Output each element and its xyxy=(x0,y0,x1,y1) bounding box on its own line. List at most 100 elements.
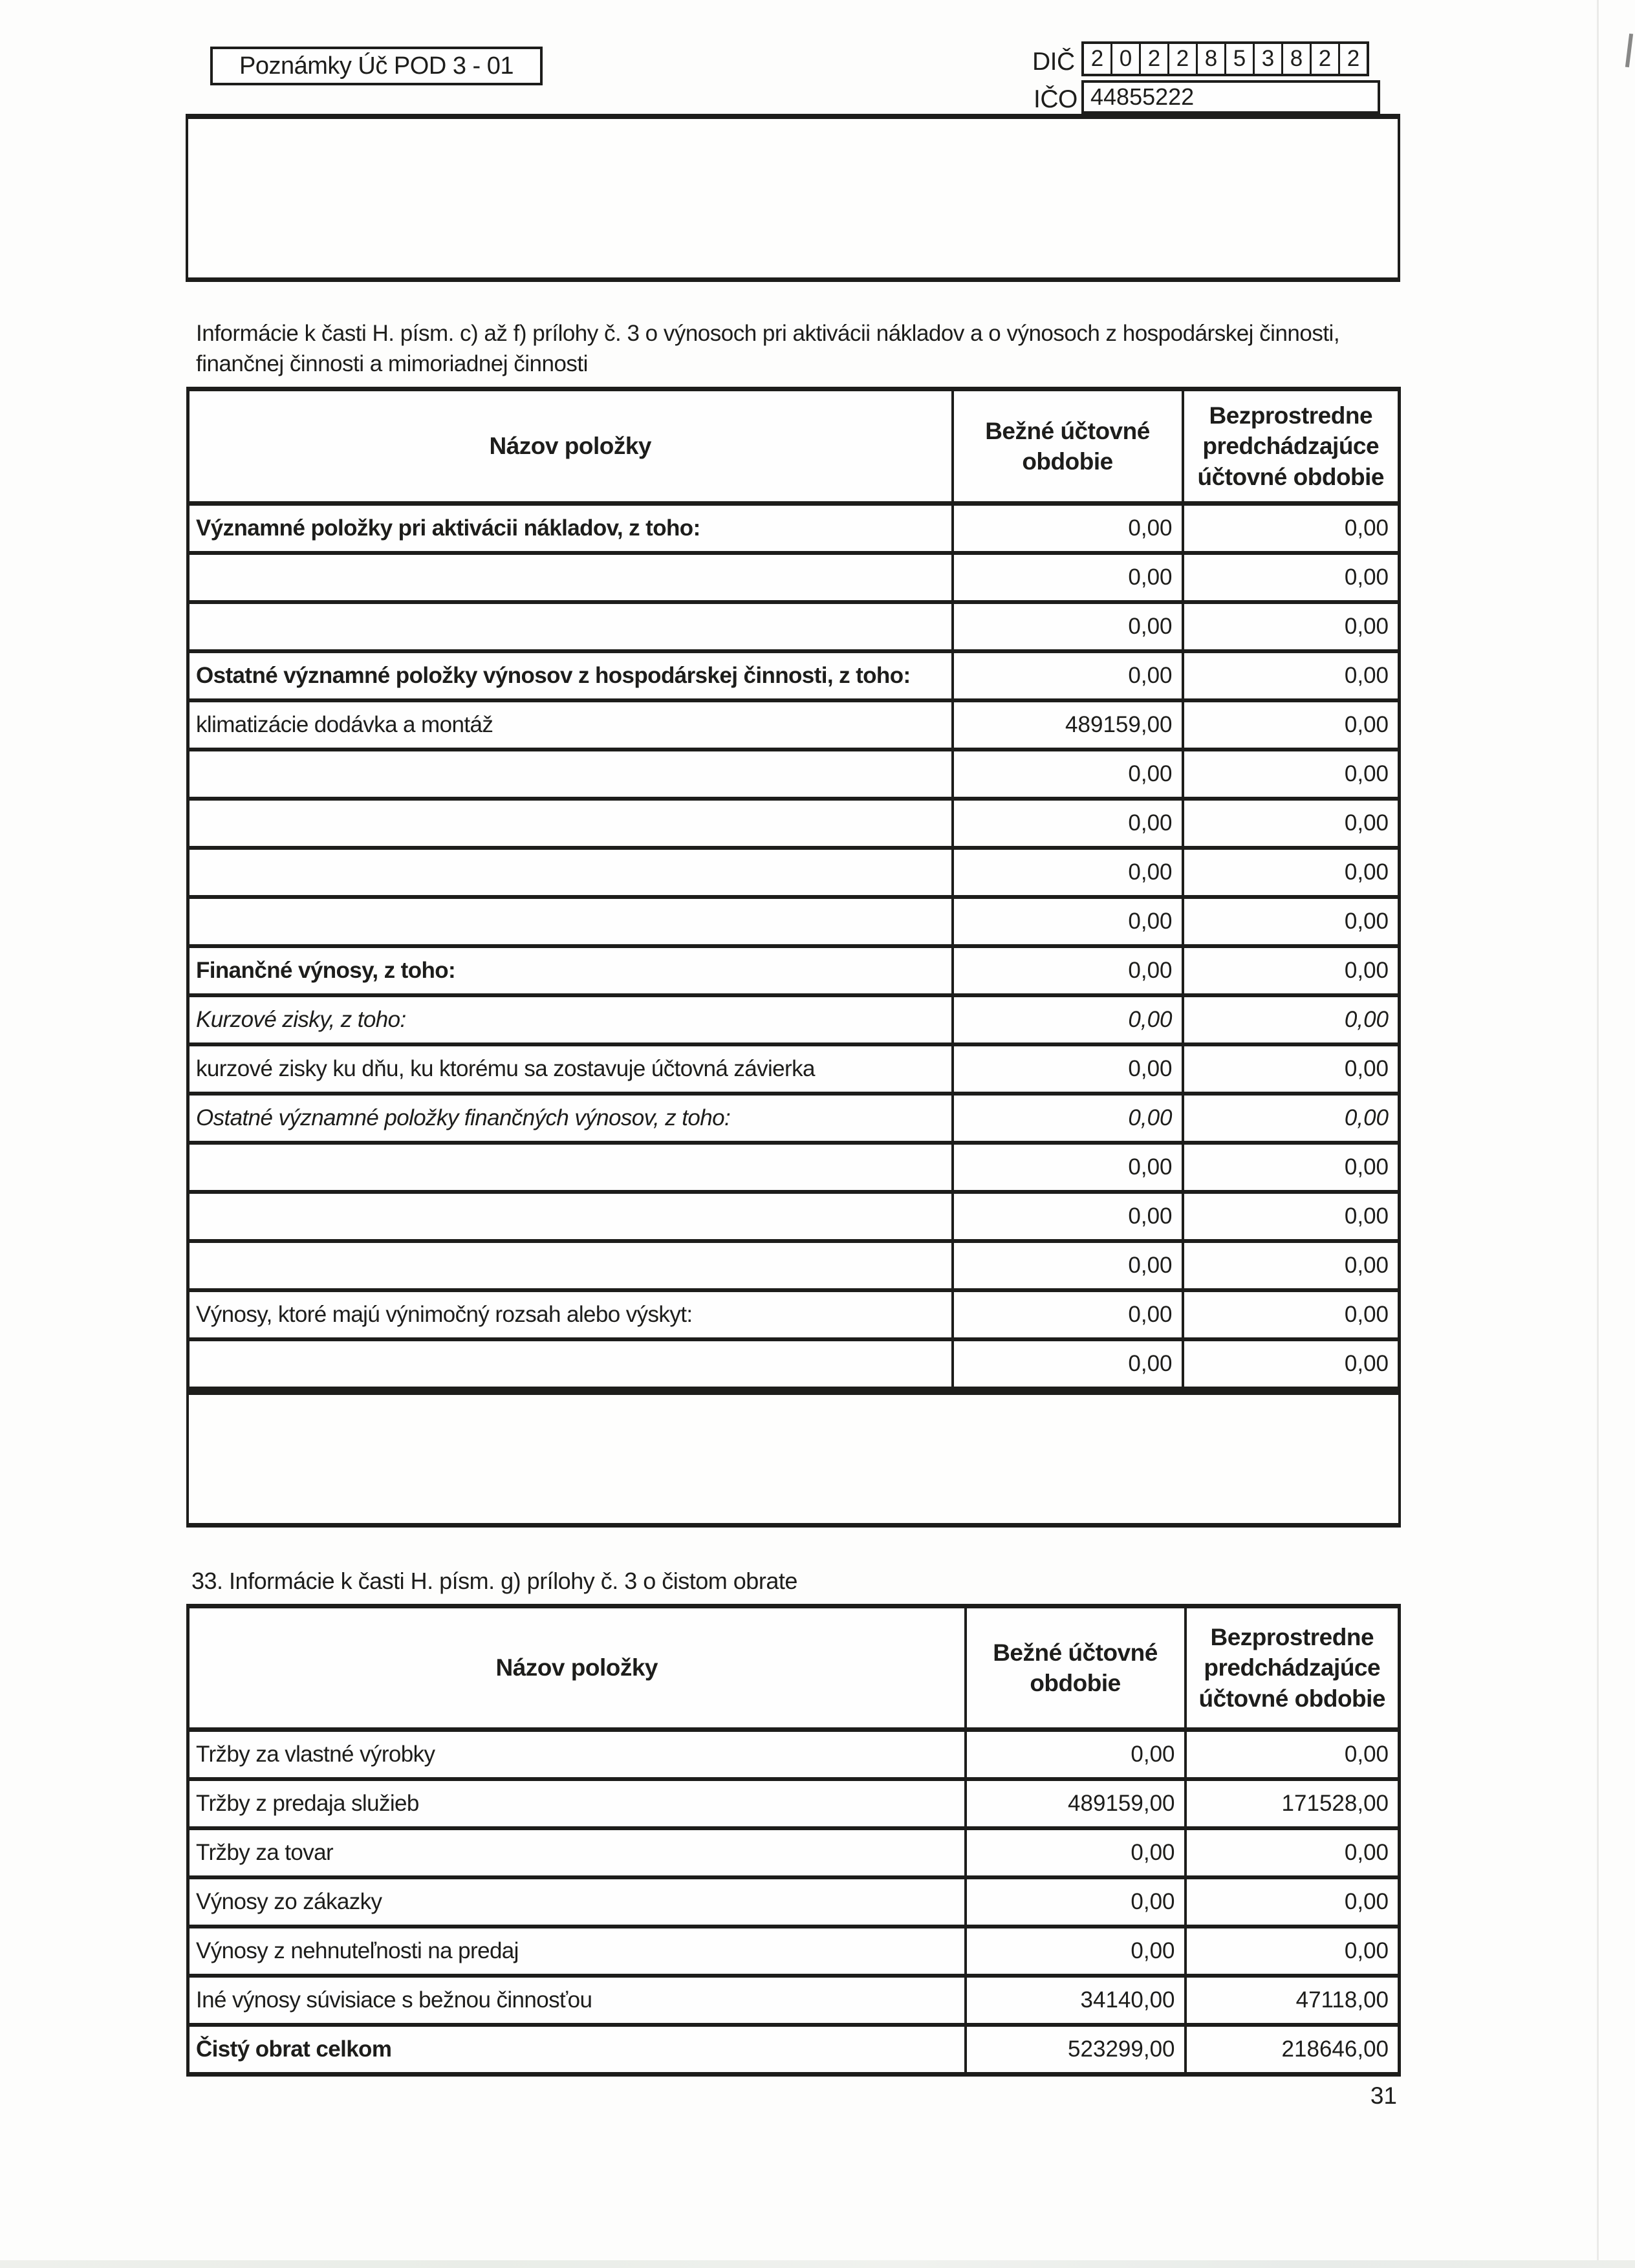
row-previous-period-value: 0,00 xyxy=(1181,1092,1401,1145)
dic-digit-cell: 2 xyxy=(1167,44,1196,74)
table-row: Výnosy z nehnuteľnosti na predaj 0,00 0,00 xyxy=(186,1925,1401,1978)
row-previous-period-value: 0,00 xyxy=(1181,649,1401,702)
row-current-period-value: 489159,00 xyxy=(951,698,1184,751)
column-header-previous-period: Bezprostredne predchádzajúce účtovné obd… xyxy=(1184,1604,1401,1732)
table-row: Tržby za vlastné výrobky 0,00 0,00 xyxy=(186,1727,1401,1781)
row-current-period-value: 0,00 xyxy=(951,944,1184,997)
row-previous-period-value: 0,00 xyxy=(1181,600,1401,653)
row-label xyxy=(186,1141,954,1194)
scan-corner-artifact xyxy=(1625,33,1634,68)
row-current-period-value: 0,00 xyxy=(951,1337,1184,1390)
row-current-period-value: 0,00 xyxy=(951,551,1184,604)
form-title: Poznámky Úč POD 3 - 01 xyxy=(239,52,514,80)
dic-digit-cell: 3 xyxy=(1253,44,1281,74)
row-label xyxy=(186,600,954,653)
dic-digit-cell: 8 xyxy=(1281,44,1310,74)
row-previous-period-value: 0,00 xyxy=(1181,748,1401,801)
row-previous-period-value: 0,00 xyxy=(1181,698,1401,751)
row-current-period-value: 0,00 xyxy=(951,895,1184,948)
scan-edge-artifact xyxy=(1597,0,1599,2268)
row-label: Ostatné významné položky výnosov z hospo… xyxy=(186,649,954,702)
ico-value: 44855222 xyxy=(1090,83,1195,110)
row-current-period-value: 0,00 xyxy=(964,1925,1187,1978)
dic-digit-cell: 2 xyxy=(1139,44,1167,74)
row-current-period-value: 0,00 xyxy=(951,748,1184,801)
row-current-period-value: 523299,00 xyxy=(964,2023,1187,2077)
dic-digit-cell: 8 xyxy=(1196,44,1224,74)
ico-field: 44855222 xyxy=(1081,80,1380,114)
row-current-period-value: 0,00 xyxy=(951,1092,1184,1145)
row-current-period-value: 0,00 xyxy=(951,600,1184,653)
row-previous-period-value: 0,00 xyxy=(1181,501,1401,555)
row-previous-period-value: 0,00 xyxy=(1181,846,1401,899)
table-header-row: Názov položky Bežné účtovné obdobie Bezp… xyxy=(186,1604,1401,1732)
row-label: Finančné výnosy, z toho: xyxy=(186,944,954,997)
row-label: Ostatné významné položky finančných výno… xyxy=(186,1092,954,1145)
row-current-period-value: 0,00 xyxy=(951,1042,1184,1096)
dic-digit-cell: 5 xyxy=(1224,44,1253,74)
row-current-period-value: 0,00 xyxy=(951,993,1184,1046)
row-previous-period-value: 0,00 xyxy=(1181,1288,1401,1341)
table-row: kurzové zisky ku dňu, ku ktorému sa zost… xyxy=(186,1042,1401,1096)
page-number: 31 xyxy=(1370,2082,1397,2109)
section-revenues-intro: Informácie k časti H. písm. c) až f) prí… xyxy=(196,321,1340,376)
column-header-previous-period: Bezprostredne predchádzajúce účtovné obd… xyxy=(1181,387,1401,506)
row-label xyxy=(186,846,954,899)
row-label: Výnosy, ktoré majú výnimočný rozsah aleb… xyxy=(186,1288,954,1341)
row-previous-period-value: 0,00 xyxy=(1184,1826,1401,1879)
dic-digit-cell: 0 xyxy=(1110,44,1139,74)
row-current-period-value: 34140,00 xyxy=(964,1974,1187,2027)
row-current-period-value: 0,00 xyxy=(951,846,1184,899)
row-previous-period-value: 0,00 xyxy=(1181,1042,1401,1096)
row-current-period-value: 0,00 xyxy=(951,1141,1184,1194)
row-previous-period-value: 0,00 xyxy=(1181,1141,1401,1194)
table-row: Výnosy, ktoré majú výnimočný rozsah aleb… xyxy=(186,1288,1401,1341)
empty-notes-box-top xyxy=(186,114,1400,282)
column-header-current-period: Bežné účtovné obdobie xyxy=(964,1604,1187,1732)
dic-label: DIČ xyxy=(1032,48,1075,76)
row-previous-period-value: 0,00 xyxy=(1184,1925,1401,1978)
table-row: klimatizácie dodávka a montáž 489159,00 0,… xyxy=(186,698,1401,751)
row-previous-period-value: 0,00 xyxy=(1181,1190,1401,1243)
empty-notes-box-middle xyxy=(186,1390,1401,1528)
table-header-row: Názov položky Bežné účtovné obdobie Bezp… xyxy=(186,387,1401,506)
column-header-current-period: Bežné účtovné obdobie xyxy=(951,387,1184,506)
row-previous-period-value: 47118,00 xyxy=(1184,1974,1401,2027)
table-row: Čistý obrat celkom 523299,00 218646,00 xyxy=(186,2023,1401,2077)
row-current-period-value: 0,00 xyxy=(951,1239,1184,1292)
row-label: Významné položky pri aktivácii nákladov,… xyxy=(186,501,954,555)
row-label: Výnosy z nehnuteľnosti na predaj xyxy=(186,1925,967,1978)
row-previous-period-value: 0,00 xyxy=(1181,1337,1401,1390)
column-header-name: Názov položky xyxy=(186,1604,967,1732)
row-previous-period-value: 0,00 xyxy=(1184,1727,1401,1781)
scan-bottom-strip-artifact xyxy=(0,2260,1635,2268)
row-previous-period-value: 218646,00 xyxy=(1184,2023,1401,2077)
row-previous-period-value: 0,00 xyxy=(1181,1239,1401,1292)
net-turnover-table: Názov položky Bežné účtovné obdobie Bezp… xyxy=(186,1604,1401,2077)
table-row: Výnosy zo zákazky 0,00 0,00 xyxy=(186,1875,1401,1928)
row-current-period-value: 0,00 xyxy=(951,797,1184,850)
row-label: Čistý obrat celkom xyxy=(186,2023,967,2077)
row-label: Tržby z predaja služieb xyxy=(186,1777,967,1830)
dic-digit-cell: 2 xyxy=(1310,44,1338,74)
row-current-period-value: 0,00 xyxy=(951,1190,1184,1243)
dic-digit-cell: 2 xyxy=(1090,46,1104,71)
row-label xyxy=(186,797,954,850)
row-previous-period-value: 0,00 xyxy=(1181,797,1401,850)
table-row: Tržby za tovar 0,00 0,00 xyxy=(186,1826,1401,1879)
table-row: Iné výnosy súvisiace s bežnou činnosťou 3… xyxy=(186,1974,1401,2027)
row-label xyxy=(186,1337,954,1390)
section-net-turnover-heading: 33. Informácie k časti H. písm. g) prílo… xyxy=(191,1568,797,1594)
row-label: klimatizácie dodávka a montáž xyxy=(186,698,954,751)
row-label xyxy=(186,1190,954,1243)
row-previous-period-value: 0,00 xyxy=(1181,551,1401,604)
